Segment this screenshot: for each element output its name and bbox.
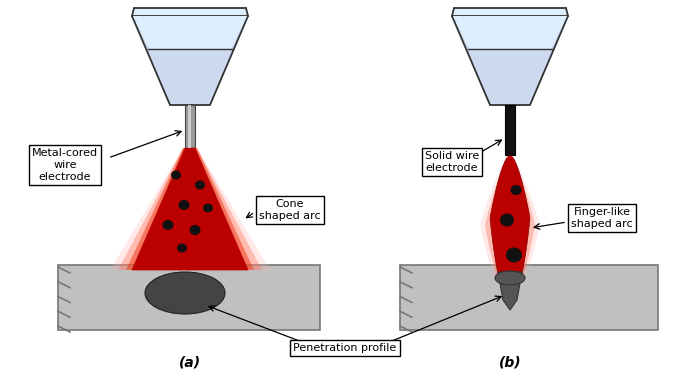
Text: Metal-cored
wire
electrode: Metal-cored wire electrode [32, 148, 98, 182]
Text: Penetration profile: Penetration profile [293, 343, 397, 353]
Polygon shape [490, 155, 530, 295]
Polygon shape [110, 148, 270, 270]
Ellipse shape [145, 272, 225, 314]
Bar [188, 105, 191, 148]
Polygon shape [480, 155, 540, 295]
Bar [58, 265, 320, 330]
Polygon shape [118, 148, 262, 270]
Ellipse shape [195, 181, 205, 189]
Polygon shape [486, 155, 535, 295]
Ellipse shape [162, 220, 173, 230]
Text: (b): (b) [499, 355, 521, 369]
Ellipse shape [506, 248, 522, 262]
Ellipse shape [171, 171, 181, 179]
Bar [505, 105, 515, 155]
Polygon shape [132, 8, 248, 16]
Ellipse shape [190, 225, 201, 235]
Ellipse shape [177, 243, 187, 252]
Ellipse shape [179, 200, 190, 210]
Ellipse shape [510, 185, 521, 195]
Ellipse shape [203, 204, 213, 212]
Text: (a): (a) [179, 355, 201, 369]
Bar [400, 265, 658, 330]
Text: Finger-like
shaped arc: Finger-like shaped arc [571, 207, 633, 229]
Polygon shape [498, 272, 522, 310]
Polygon shape [452, 16, 568, 105]
Text: Cone
shaped arc: Cone shaped arc [259, 199, 321, 221]
Polygon shape [452, 8, 568, 16]
Bar [185, 105, 195, 148]
Polygon shape [133, 16, 247, 49]
Ellipse shape [500, 213, 514, 226]
Polygon shape [453, 16, 567, 49]
Polygon shape [132, 16, 248, 105]
Polygon shape [126, 148, 254, 270]
Polygon shape [132, 148, 248, 270]
Ellipse shape [495, 271, 525, 285]
Text: Solid wire
electrode: Solid wire electrode [425, 151, 479, 173]
